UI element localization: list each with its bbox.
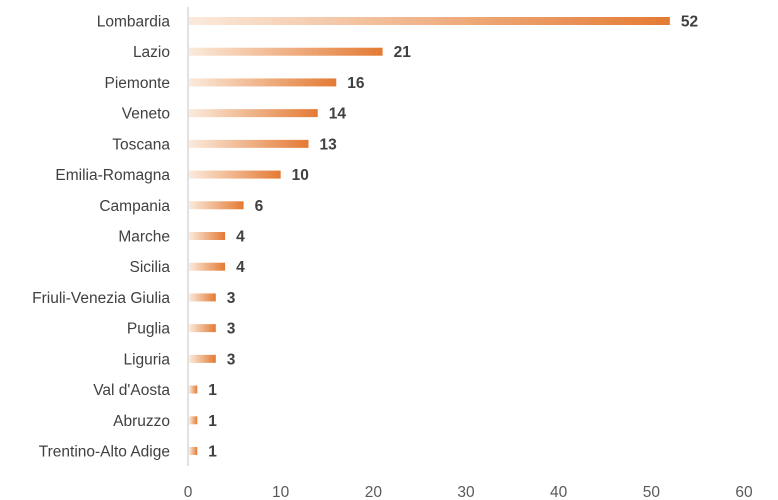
value-label-emilia-romagna: 10 [292, 167, 309, 184]
category-label-piemonte: Piemonte [105, 75, 170, 92]
x-tick-label: 0 [184, 484, 193, 500]
category-label-friuli-venezia-giulia: Friuli-Venezia Giulia [32, 290, 170, 307]
category-label-campania: Campania [99, 198, 170, 215]
x-axis: 0 10 20 30 40 50 60 [184, 7, 753, 500]
bar-lazio [189, 47, 383, 56]
category-label-abruzzo: Abruzzo [113, 413, 170, 430]
bars-group [189, 17, 670, 455]
bar-toscana [189, 139, 309, 148]
category-label-veneto: Veneto [122, 106, 170, 123]
bar-liguria [189, 354, 216, 363]
category-label-lazio: Lazio [133, 44, 170, 61]
value-label-toscana: 13 [319, 136, 337, 153]
value-label-trentino-alto-adige: 1 [208, 444, 217, 461]
value-label-sicilia: 4 [236, 259, 245, 276]
bar-lombardia [189, 17, 670, 25]
x-tick-label: 10 [272, 484, 290, 500]
value-label-lombardia: 52 [681, 14, 698, 31]
category-label-toscana: Toscana [112, 136, 170, 153]
category-label-puglia: Puglia [127, 321, 170, 338]
x-tick-label: 40 [550, 484, 568, 500]
value-label-val-d-aosta: 1 [208, 382, 217, 399]
category-label-lombardia: Lombardia [97, 14, 171, 31]
category-label-trentino-alto-adige: Trentino-Alto Adige [39, 444, 170, 461]
value-label-veneto: 14 [329, 106, 347, 123]
bar-friuli-venezia-giulia [189, 293, 216, 302]
bar-emilia-romagna [189, 170, 281, 179]
category-label-liguria: Liguria [123, 351, 170, 368]
value-label-friuli-venezia-giulia: 3 [227, 290, 236, 307]
value-label-piemonte: 16 [347, 75, 365, 92]
x-tick-label: 20 [365, 484, 383, 500]
value-label-lazio: 21 [394, 44, 412, 61]
category-label-val-d-aosta: Val d'Aosta [93, 382, 170, 399]
value-label-campania: 6 [255, 198, 264, 215]
bar-veneto [189, 109, 318, 118]
category-label-sicilia: Sicilia [130, 259, 171, 276]
category-labels: Lombardia Lazio Piemonte Veneto Toscana Emili… [32, 14, 170, 461]
bar-sicilia [189, 262, 226, 271]
x-tick-label: 60 [735, 484, 753, 500]
bar-puglia [189, 324, 216, 333]
bar-abruzzo [189, 416, 198, 425]
value-label-marche: 4 [236, 229, 245, 246]
value-label-abruzzo: 1 [208, 413, 217, 430]
bar-marche [189, 232, 226, 240]
bar-val-d-aosta [189, 385, 198, 394]
x-tick-label: 50 [643, 484, 661, 500]
category-label-emilia-romagna: Emilia-Romagna [55, 167, 170, 184]
bar-piemonte [189, 78, 337, 87]
category-label-marche: Marche [118, 229, 170, 246]
x-tick-label: 30 [457, 484, 475, 500]
bar-campania [189, 201, 244, 210]
bar-trentino-alto-adige [189, 447, 198, 455]
value-label-puglia: 3 [227, 321, 236, 338]
value-label-liguria: 3 [227, 351, 236, 368]
